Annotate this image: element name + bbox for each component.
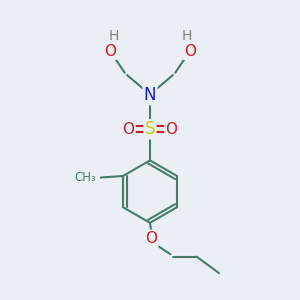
Text: H: H [182,29,192,43]
Text: CH₃: CH₃ [74,171,96,184]
Text: N: N [144,86,156,104]
Text: O: O [184,44,196,59]
Text: H: H [108,29,118,43]
Text: O: O [165,122,177,137]
Text: S: S [145,120,155,138]
Text: O: O [146,231,158,246]
Text: O: O [123,122,135,137]
Text: O: O [104,44,116,59]
